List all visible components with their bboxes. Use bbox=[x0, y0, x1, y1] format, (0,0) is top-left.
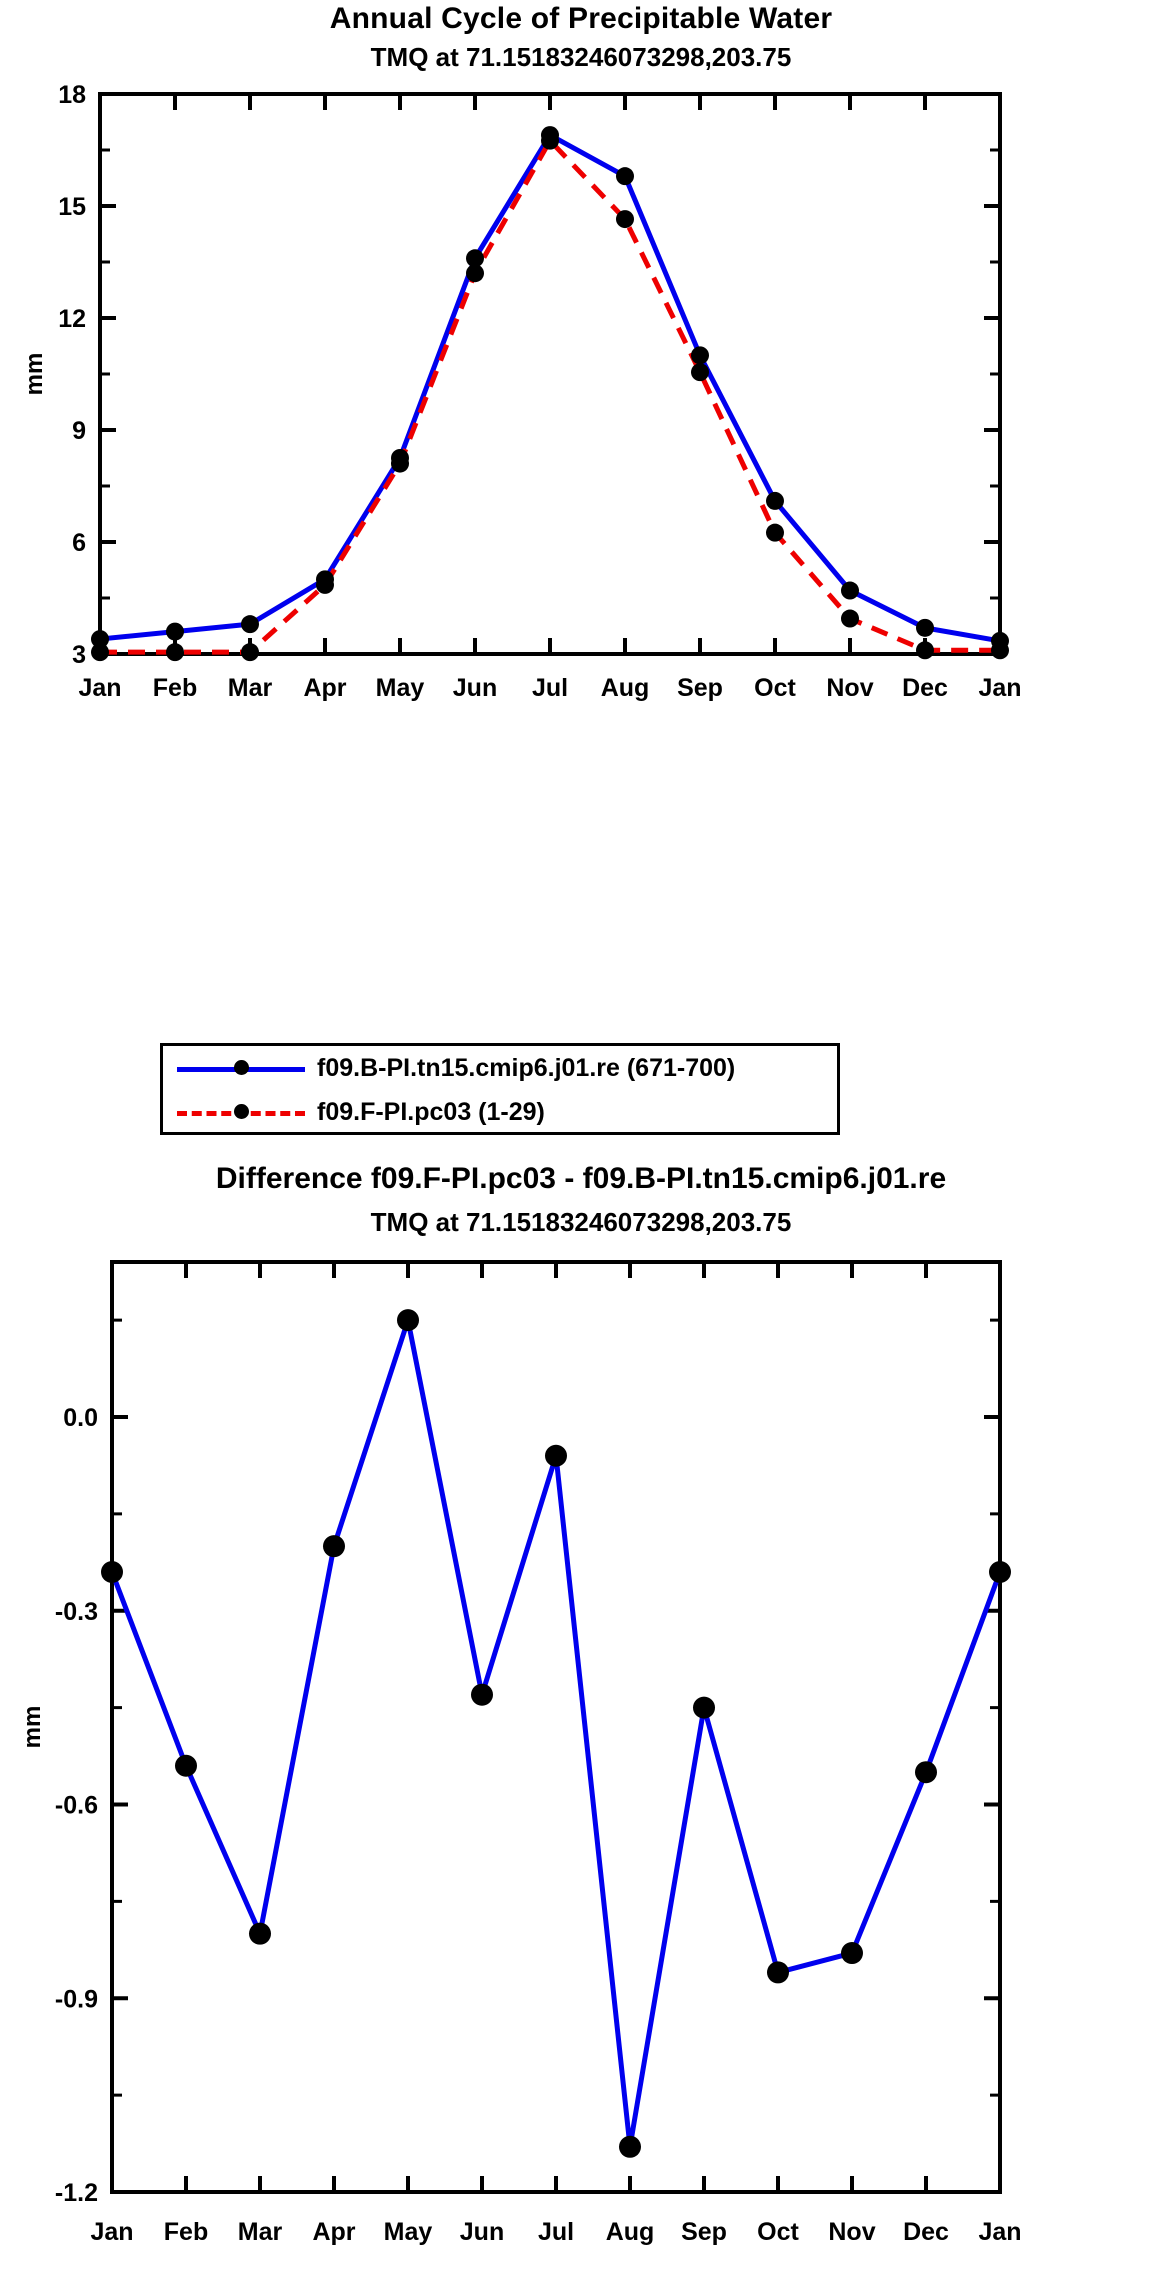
data-point bbox=[166, 622, 184, 641]
x-tick-label: Nov bbox=[826, 674, 873, 702]
x-tick-label: Dec bbox=[902, 674, 948, 702]
x-tick-label: Jan bbox=[78, 674, 121, 702]
data-point bbox=[175, 1754, 197, 1777]
x-tick-label: Aug bbox=[601, 674, 650, 702]
data-point bbox=[466, 264, 484, 283]
x-tick-label: Apr bbox=[303, 674, 346, 702]
y-tick-label: 12 bbox=[58, 305, 86, 333]
data-point bbox=[989, 1561, 1011, 1583]
y-tick-label: 18 bbox=[58, 81, 86, 109]
data-point bbox=[841, 1942, 863, 1965]
x-tick-label: Aug bbox=[606, 2218, 655, 2246]
x-tick-label: Jan bbox=[90, 2218, 133, 2246]
data-point bbox=[541, 131, 559, 150]
y-tick-label: -0.6 bbox=[55, 1792, 98, 1820]
data-point bbox=[323, 1535, 345, 1558]
series-line bbox=[100, 138, 1000, 655]
data-point bbox=[471, 1683, 493, 1706]
plot-frame bbox=[98, 92, 1002, 656]
x-tick-label: Feb bbox=[164, 2218, 208, 2246]
data-point bbox=[616, 210, 634, 229]
data-point bbox=[545, 1444, 567, 1467]
page-title: Annual Cycle of Precipitable Water bbox=[329, 2, 833, 35]
plot-frame bbox=[110, 1260, 1002, 2194]
difference-subtitle: TMQ at 71.15183246073298,203.75 bbox=[370, 1207, 792, 1237]
chart-legend: f09.B-PI.tn15.cmip6.j01.re (671-700) f09… bbox=[160, 1043, 840, 1135]
series-line bbox=[109, 1317, 1003, 2150]
legend-label-series-a: f09.B-PI.tn15.cmip6.j01.re (671-700) bbox=[317, 1053, 736, 1082]
annual-cycle-plot-area: 3 6 9 12 15 18 Jan Feb Mar Apr May Jun Jul Aug Sep Oct N… bbox=[21, 81, 1022, 702]
x-tick-label: Jan bbox=[978, 2218, 1021, 2246]
legend-swatch-series-b bbox=[177, 1102, 305, 1122]
x-tick-label: May bbox=[384, 2218, 433, 2246]
data-point bbox=[391, 454, 409, 473]
data-point bbox=[101, 1561, 123, 1583]
main-subtitle: TMQ at 71.15183246073298,203.75 bbox=[370, 42, 792, 72]
data-point bbox=[841, 609, 859, 628]
data-point bbox=[466, 249, 484, 268]
difference-title: Difference f09.F-PI.pc03 - f09.B-PI.tn15… bbox=[215, 1162, 947, 1195]
data-point bbox=[691, 346, 709, 365]
data-point bbox=[693, 1696, 715, 1719]
x-tick-label: Jul bbox=[532, 674, 568, 702]
data-point bbox=[166, 643, 184, 662]
data-point bbox=[316, 575, 334, 594]
data-point bbox=[249, 1922, 271, 1945]
x-tick-label: Mar bbox=[238, 2218, 283, 2246]
difference-plot-area: -1.2 -0.9 -0.6 -0.3 0.0 Jan Feb Mar Apr May Jun Jul… bbox=[19, 1260, 1022, 2246]
x-tick-label: Feb bbox=[153, 674, 197, 702]
x-tick-label: Dec bbox=[903, 2218, 949, 2246]
data-point bbox=[916, 641, 934, 660]
x-tick-label: Sep bbox=[681, 2218, 727, 2246]
series-line bbox=[97, 132, 1003, 644]
x-tick-label: Oct bbox=[757, 2218, 799, 2246]
data-point bbox=[691, 363, 709, 382]
data-point bbox=[767, 1961, 789, 1984]
difference-chart: -1.2 -0.9 -0.6 -0.3 0.0 Jan Feb Mar Apr May Jun Jul… bbox=[0, 1240, 1162, 2294]
data-point bbox=[91, 630, 109, 649]
x-tick-label: Apr bbox=[312, 2218, 355, 2246]
legend-swatch-series-a bbox=[177, 1058, 305, 1078]
data-point bbox=[916, 618, 934, 637]
x-tick-label: Mar bbox=[228, 674, 273, 702]
x-tick-label: Jan bbox=[978, 674, 1021, 702]
y-axis-unit-label: mm bbox=[19, 1706, 46, 1749]
y-tick-label: -1.2 bbox=[55, 2179, 98, 2207]
legend-entry-series-b: f09.F-PI.pc03 (1-29) bbox=[163, 1090, 837, 1134]
x-tick-label: Sep bbox=[677, 674, 723, 702]
x-tick-label: Nov bbox=[828, 2218, 875, 2246]
y-tick-label: 15 bbox=[58, 193, 86, 221]
legend-entry-series-a: f09.B-PI.tn15.cmip6.j01.re (671-700) bbox=[163, 1046, 837, 1090]
x-tick-label: Jun bbox=[453, 674, 497, 702]
data-point bbox=[991, 641, 1009, 660]
y-tick-label: 3 bbox=[72, 641, 86, 669]
y-tick-label: 0.0 bbox=[63, 1404, 98, 1432]
x-tick-label: Oct bbox=[754, 674, 796, 702]
data-point bbox=[91, 643, 109, 662]
data-point bbox=[241, 643, 259, 662]
x-tick-label: Jul bbox=[538, 2218, 574, 2246]
data-point bbox=[397, 1309, 419, 1332]
y-tick-label: -0.9 bbox=[55, 1985, 98, 2013]
x-tick-label: Jun bbox=[460, 2218, 504, 2246]
legend-label-series-b: f09.F-PI.pc03 (1-29) bbox=[317, 1097, 545, 1126]
y-tick-label: -0.3 bbox=[55, 1598, 98, 1626]
data-point bbox=[241, 615, 259, 634]
x-tick-label: May bbox=[376, 674, 425, 702]
data-point bbox=[766, 491, 784, 510]
data-point bbox=[616, 167, 634, 186]
data-point bbox=[766, 523, 784, 542]
data-point bbox=[841, 581, 859, 600]
data-point bbox=[619, 2135, 641, 2158]
y-tick-label: 6 bbox=[72, 529, 86, 557]
y-tick-label: 9 bbox=[72, 417, 86, 445]
annual-cycle-chart: 3 6 9 12 15 18 Jan Feb Mar Apr May Jun Jul Aug Sep Oct N… bbox=[0, 70, 1162, 710]
data-point bbox=[915, 1761, 937, 1784]
y-axis-unit-label: mm bbox=[21, 353, 48, 396]
